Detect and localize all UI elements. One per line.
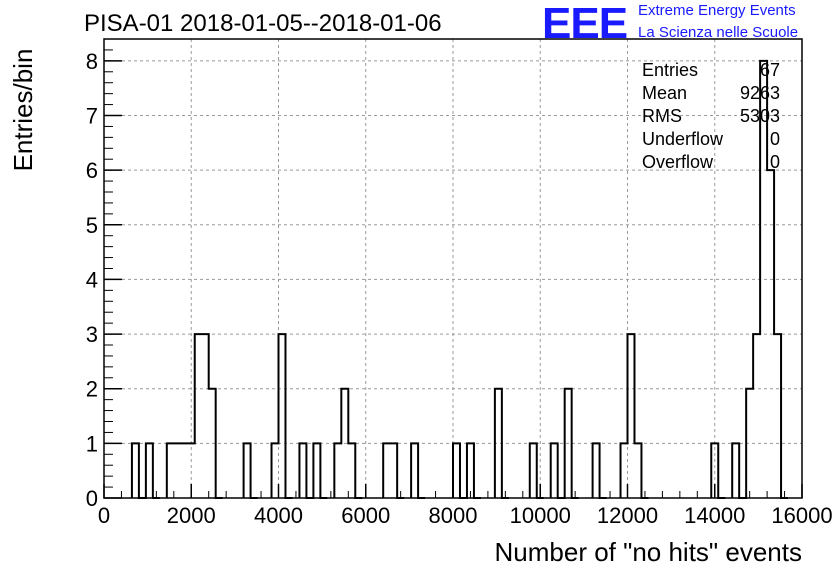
y-tick-labels: 0 1 2 3 4 5 6 7 8 — [86, 49, 98, 511]
stats-value: 67 — [759, 60, 780, 80]
chart-title: PISA-01 2018-01-05--2018-01-06 — [84, 10, 442, 37]
axis-ticks — [103, 38, 803, 499]
y-tick-label: 3 — [86, 322, 98, 347]
stats-row-mean: Mean 9263 — [642, 82, 780, 105]
stats-value: 0 — [769, 129, 780, 149]
x-tick-label: 4000 — [254, 503, 303, 528]
stats-label: Entries — [642, 60, 699, 80]
x-tick-label: 14000 — [684, 503, 745, 528]
grid-lines — [104, 39, 802, 498]
y-tick-label: 2 — [86, 377, 98, 402]
x-tick-label: 6000 — [341, 503, 390, 528]
stats-row-overflow: Overflow 0 — [642, 151, 780, 174]
x-tick-label: 16000 — [771, 503, 832, 528]
y-tick-label: 7 — [86, 104, 98, 129]
x-tick-label: 12000 — [597, 503, 658, 528]
x-tick-label: 8000 — [429, 503, 478, 528]
stats-label: Mean — [642, 83, 688, 103]
x-axis-label: Number of "no hits" events — [494, 537, 803, 567]
stats-label: Overflow — [642, 152, 714, 172]
stats-box: Entries 67 Mean 9263 RMS 5303 Underflow … — [642, 59, 780, 174]
y-tick-label: 0 — [86, 486, 98, 511]
y-axis-label: Entries/bin — [8, 48, 38, 172]
x-tick-label: 0 — [98, 503, 110, 528]
logo-line-1: Extreme Energy Events — [638, 2, 796, 19]
stats-value: 5303 — [739, 106, 780, 126]
y-tick-label: 5 — [86, 213, 98, 238]
y-tick-label: 6 — [86, 158, 98, 183]
eee-logo: EEE — [542, 0, 628, 48]
stats-row-underflow: Underflow 0 — [642, 128, 780, 151]
x-tick-labels: 0 2000 4000 6000 8000 10000 12000 14000 16000 — [98, 503, 833, 528]
y-tick-label: 1 — [86, 431, 98, 456]
stats-label: Underflow — [642, 129, 724, 149]
y-tick-label: 4 — [86, 267, 98, 292]
y-tick-label: 8 — [86, 49, 98, 74]
stats-row-entries: Entries 67 — [642, 59, 780, 82]
stats-label: RMS — [642, 106, 682, 126]
logo-line-2: La Scienza nelle Scuole — [638, 24, 799, 41]
x-tick-label: 2000 — [167, 503, 216, 528]
stats-value: 9263 — [739, 83, 780, 103]
stats-value: 0 — [769, 152, 780, 172]
stats-row-rms: RMS 5303 — [642, 105, 780, 128]
x-tick-label: 10000 — [510, 503, 571, 528]
